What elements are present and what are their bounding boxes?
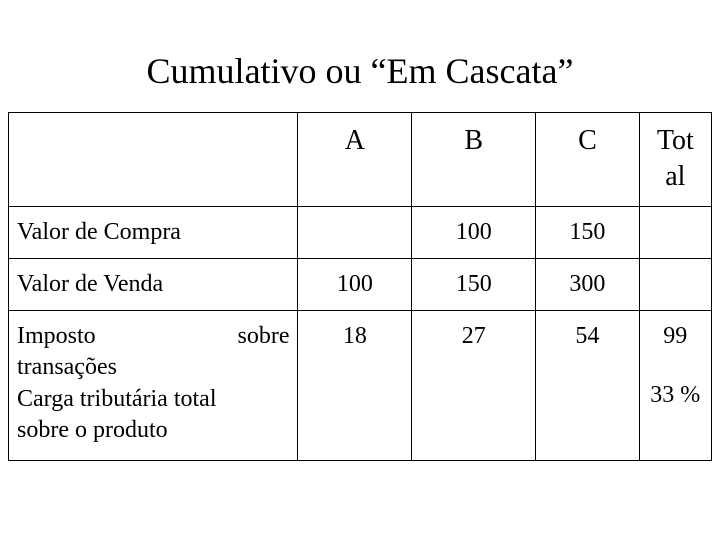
- imposto-label-line4: sobre o produto: [17, 415, 289, 446]
- page-title: Cumulativo ou “Em Cascata”: [0, 0, 720, 112]
- row-compra-b: 100: [412, 206, 536, 258]
- row-imposto-a: 18: [298, 311, 412, 461]
- table-row: Imposto sobre transações Carga tributári…: [9, 311, 712, 461]
- row-venda-label: Valor de Venda: [9, 258, 298, 310]
- cascata-table: A B C Tot al Valor de Compra 100 150 Val…: [8, 112, 712, 461]
- row-venda-c: 300: [536, 258, 639, 310]
- header-total: Tot al: [639, 113, 711, 207]
- imposto-label-line1: Imposto sobre: [17, 321, 289, 352]
- row-venda-b: 150: [412, 258, 536, 310]
- header-a: A: [298, 113, 412, 207]
- table-row: Valor de Venda 100 150 300: [9, 258, 712, 310]
- row-compra-a: [298, 206, 412, 258]
- row-imposto-b: 27: [412, 311, 536, 461]
- imposto-label-line2: transações: [17, 352, 289, 383]
- row-compra-label: Valor de Compra: [9, 206, 298, 258]
- row-venda-total: [639, 258, 711, 310]
- row-compra-total: [639, 206, 711, 258]
- header-c: C: [536, 113, 639, 207]
- header-label: [9, 113, 298, 207]
- table-header-row: A B C Tot al: [9, 113, 712, 207]
- imposto-total-line2: 33 %: [648, 380, 703, 411]
- row-compra-c: 150: [536, 206, 639, 258]
- table-row: Valor de Compra 100 150: [9, 206, 712, 258]
- table-container: A B C Tot al Valor de Compra 100 150 Val…: [0, 112, 720, 461]
- row-imposto-c: 54: [536, 311, 639, 461]
- imposto-total-line1: 99: [648, 321, 703, 352]
- row-imposto-label: Imposto sobre transações Carga tributári…: [9, 311, 298, 461]
- row-imposto-total: 99 33 %: [639, 311, 711, 461]
- row-venda-a: 100: [298, 258, 412, 310]
- header-b: B: [412, 113, 536, 207]
- imposto-label-line3: Carga tributária total: [17, 384, 289, 415]
